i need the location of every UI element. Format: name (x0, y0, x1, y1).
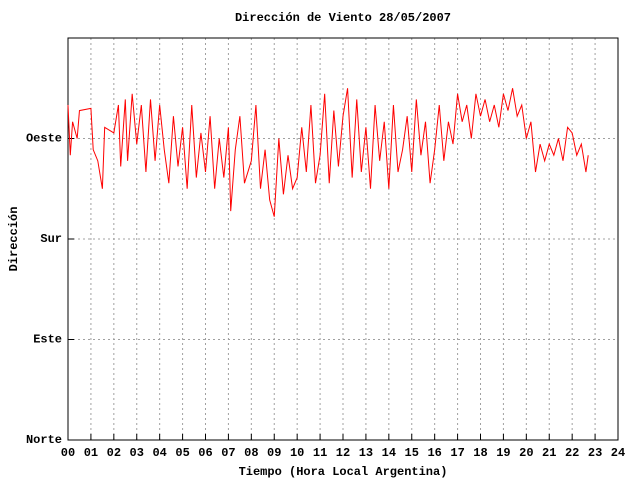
y-tick-label: Oeste (26, 132, 62, 146)
x-tick-label: 10 (290, 446, 304, 460)
x-tick-label: 24 (611, 446, 625, 460)
x-tick-label: 05 (175, 446, 189, 460)
x-tick-label: 12 (336, 446, 350, 460)
x-tick-label: 08 (244, 446, 258, 460)
x-tick-label: 22 (565, 446, 579, 460)
x-tick-label: 09 (267, 446, 281, 460)
x-tick-label: 03 (130, 446, 144, 460)
x-tick-label: 11 (313, 446, 327, 460)
chart-title: Dirección de Viento 28/05/2007 (235, 11, 451, 25)
x-tick-label: 20 (519, 446, 533, 460)
x-tick-label: 00 (61, 446, 75, 460)
x-tick-label: 19 (496, 446, 510, 460)
x-tick-label: 14 (382, 446, 396, 460)
plot-border (67, 37, 619, 441)
x-axis-label: Tiempo (Hora Local Argentina) (239, 465, 448, 479)
y-tick-label: Norte (26, 433, 62, 447)
x-tick-label: 18 (473, 446, 487, 460)
x-tick-label: 07 (221, 446, 235, 460)
y-tick-label: Sur (40, 232, 62, 246)
data-line (67, 88, 589, 217)
x-tick-label: 06 (198, 446, 212, 460)
x-tick-label: 17 (450, 446, 464, 460)
y-axis-label: Dirección (7, 207, 21, 272)
x-tick-label: 21 (542, 446, 556, 460)
x-tick-label: 04 (152, 446, 166, 460)
x-tick-label: 16 (427, 446, 441, 460)
y-tick-label: Este (33, 333, 62, 347)
x-tick-label: 23 (588, 446, 602, 460)
x-tick-label: 01 (84, 446, 98, 460)
x-tick-label: 13 (359, 446, 373, 460)
x-tick-label: 15 (405, 446, 419, 460)
x-tick-label: 02 (107, 446, 121, 460)
